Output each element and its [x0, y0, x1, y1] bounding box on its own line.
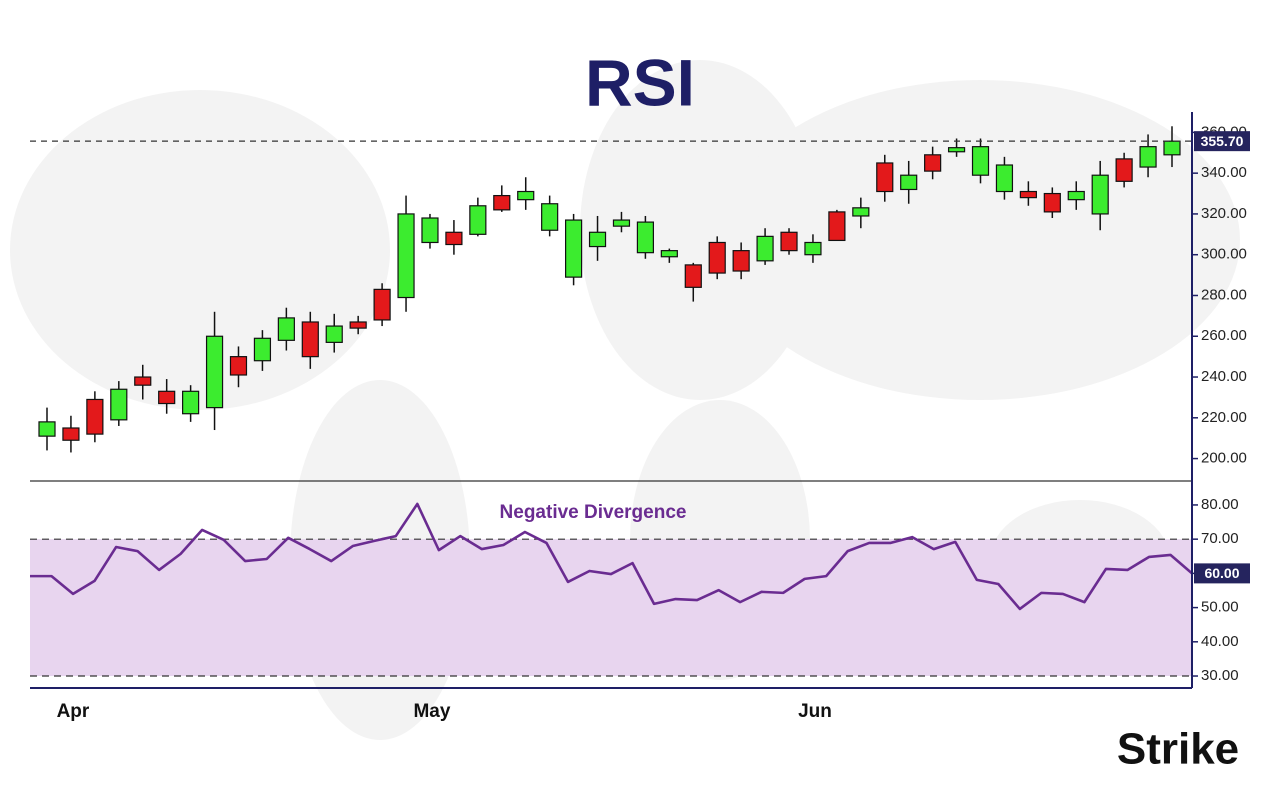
candle-body — [900, 174, 918, 191]
candle-body — [876, 162, 894, 193]
y-tick-label: 200.00 — [1201, 450, 1247, 467]
candle-body — [421, 217, 439, 244]
y-tick-label: 30.00 — [1201, 667, 1239, 684]
y-tick-label: 340.00 — [1201, 164, 1247, 181]
candle-body — [158, 390, 176, 405]
y-tick-label: 40.00 — [1201, 633, 1239, 650]
candle-body — [756, 235, 774, 262]
candle-body — [445, 231, 463, 246]
candle-body — [612, 219, 631, 227]
rsi-band — [30, 539, 1192, 677]
annotation: Negative Divergence — [500, 502, 687, 523]
candle-body — [62, 427, 80, 441]
y-tick-label: 80.00 — [1201, 496, 1239, 513]
last-value-label: 60.00 — [1204, 565, 1239, 581]
candle-body — [588, 231, 607, 248]
y-tick-label: 70.00 — [1201, 530, 1239, 547]
candle-body — [995, 164, 1014, 193]
candle-body — [349, 321, 367, 329]
candle-body — [564, 219, 583, 278]
candle-body — [253, 337, 272, 362]
y-tick-label: 240.00 — [1201, 368, 1247, 385]
candle-body — [86, 398, 104, 435]
x-tick-label: Apr — [57, 701, 90, 722]
candle-body — [804, 241, 822, 256]
candle-body — [373, 288, 391, 321]
candle-body — [947, 147, 966, 153]
candle-body — [1043, 192, 1061, 213]
x-tick-label: Jun — [798, 701, 832, 722]
candle-body — [971, 146, 990, 176]
candle-body — [1139, 146, 1157, 168]
y-tick-label: 320.00 — [1201, 205, 1247, 222]
candle-body — [1091, 174, 1109, 215]
brand-logo: Strike — [1117, 725, 1239, 774]
candle-body — [325, 325, 343, 343]
candle-body — [182, 390, 200, 415]
candle-body — [684, 264, 702, 288]
y-tick-label: 280.00 — [1201, 286, 1247, 303]
chart-title: RSI — [585, 45, 695, 119]
candle-body — [852, 207, 870, 217]
last-value-box — [1194, 563, 1250, 584]
candle-body — [38, 421, 56, 437]
x-tick-label: May — [413, 701, 450, 722]
last-value-box — [1194, 131, 1250, 152]
candle-body — [780, 231, 798, 252]
candle-body — [397, 213, 415, 299]
candle-body — [493, 194, 511, 211]
candle-body — [1115, 158, 1133, 182]
candle-body — [924, 154, 942, 172]
candle-body — [110, 388, 128, 421]
candle-body — [708, 241, 726, 274]
last-value-label: 355.70 — [1201, 133, 1244, 149]
y-tick-label: 50.00 — [1201, 599, 1239, 616]
candle-body — [469, 205, 487, 235]
candle-body — [1019, 190, 1037, 199]
y-tick-label: 300.00 — [1201, 246, 1247, 263]
candle-body — [301, 321, 319, 358]
rsi-line — [30, 502, 1193, 611]
candle-body — [732, 250, 750, 272]
candle-body — [1163, 140, 1181, 156]
candle-body — [828, 211, 846, 242]
candle-body — [541, 203, 559, 231]
candle-body — [205, 335, 224, 409]
y-tick-label: 260.00 — [1201, 327, 1247, 344]
candle-body — [229, 356, 248, 376]
candle-body — [636, 221, 655, 254]
candle-body — [660, 250, 678, 258]
candle-body — [517, 190, 535, 201]
candle-body — [1067, 190, 1085, 201]
candle-body — [277, 317, 295, 341]
candle-body — [134, 376, 152, 386]
y-tick-label: 220.00 — [1201, 409, 1247, 426]
